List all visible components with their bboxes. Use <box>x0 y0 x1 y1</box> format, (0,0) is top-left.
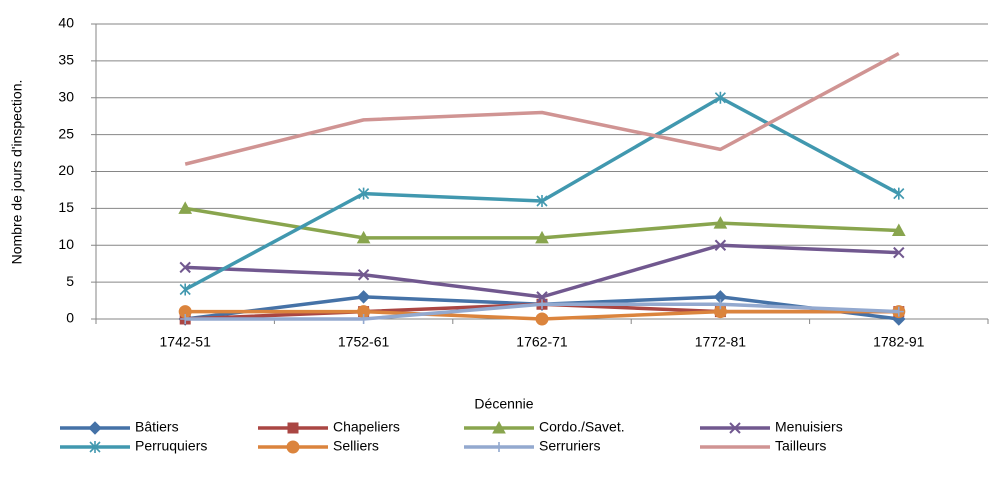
point <box>893 187 905 200</box>
legend-marker <box>287 422 299 434</box>
y-tick-label: 30 <box>58 88 74 104</box>
y-tick-label: 10 <box>58 236 74 252</box>
y-tick-label: 20 <box>58 162 74 178</box>
point <box>535 230 549 244</box>
legend-label: Selliers <box>333 438 379 454</box>
legend-label: Chapeliers <box>333 419 400 435</box>
point <box>893 306 904 317</box>
legend-label: Menuisiers <box>775 419 843 435</box>
point <box>356 290 371 304</box>
x-tick-label: 1782-91 <box>873 334 925 350</box>
legend-label: Tailleurs <box>775 438 826 454</box>
x-tick-label: 1752-61 <box>338 334 390 350</box>
point <box>891 223 906 236</box>
point <box>179 261 191 274</box>
point <box>356 230 371 244</box>
y-tick-label: 25 <box>58 125 74 141</box>
x-tick-label: 1772-81 <box>695 334 747 350</box>
point <box>535 312 549 326</box>
point <box>178 201 193 214</box>
point <box>357 269 370 281</box>
x-axis-title: Décennie <box>474 396 533 412</box>
point <box>180 314 191 324</box>
legend-label: Bâtiers <box>135 419 179 435</box>
y-tick-label: 15 <box>58 199 74 215</box>
point <box>714 91 726 104</box>
legend-marker <box>729 422 741 434</box>
series-line <box>184 96 900 292</box>
point <box>536 195 548 207</box>
legend-label: Cordo./Savet. <box>539 419 625 435</box>
series-line <box>185 243 899 299</box>
x-tick-label: 1762-71 <box>516 334 568 350</box>
legend-marker <box>88 421 102 435</box>
legend-marker <box>89 441 101 453</box>
legend-marker <box>494 442 504 452</box>
y-axis-title: Nombre de jours d'inspection. <box>9 80 25 265</box>
point <box>715 299 726 310</box>
point <box>358 314 369 324</box>
series-line <box>184 51 900 166</box>
point <box>537 299 547 310</box>
point <box>714 239 727 251</box>
point <box>358 187 370 200</box>
point <box>536 291 548 303</box>
legend-marker <box>286 440 300 454</box>
y-tick-label: 35 <box>58 52 74 68</box>
x-tick-label: 1742-51 <box>160 334 212 350</box>
legend-label: Serruriers <box>539 438 600 454</box>
legend-marker <box>492 420 506 434</box>
y-tick-label: 5 <box>66 273 74 289</box>
point <box>893 246 905 259</box>
y-tick-label: 0 <box>66 310 74 326</box>
y-tick-label: 40 <box>58 15 74 31</box>
point <box>179 283 191 296</box>
point <box>713 216 728 229</box>
legend-label: Perruquiers <box>135 438 207 454</box>
